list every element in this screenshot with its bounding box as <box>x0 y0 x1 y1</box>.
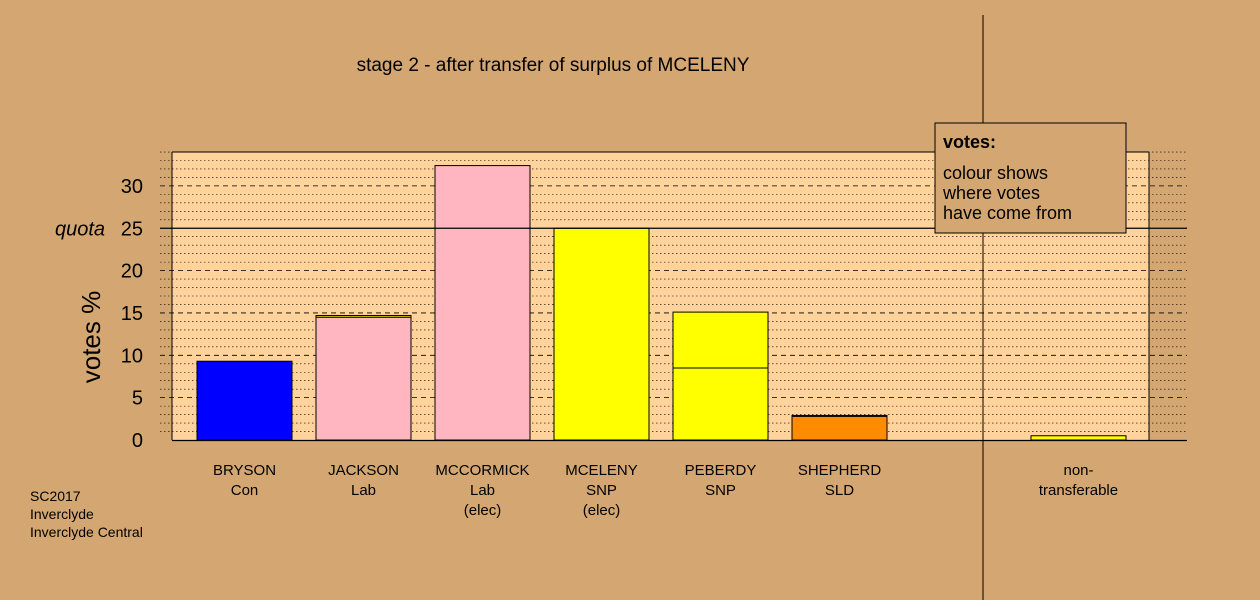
footer-council: Inverclyde <box>30 506 94 522</box>
bar-segment-peberdy <box>672 311 769 369</box>
x-label-mccormick: MCCORMICK <box>435 462 529 479</box>
bar-segment-mccormick <box>434 165 531 441</box>
legend-line-3: have come from <box>943 203 1072 223</box>
x-labels: BRYSON Con JACKSON Lab MCCORMICK Lab (elec) MCE… <box>213 462 1118 519</box>
footer-ward: Inverclyde Central <box>30 524 143 540</box>
x-label-nontransferable: non- <box>1063 462 1093 479</box>
x-label-peberdy: SNP <box>705 482 736 499</box>
bar-segment-mceleny <box>553 227 650 441</box>
x-label-bryson: BRYSON <box>213 462 276 479</box>
x-label-mccormick: Lab <box>470 482 495 499</box>
x-label-shepherd: SHEPHERD <box>798 462 882 479</box>
x-label-mceleny: SNP <box>586 482 617 499</box>
bar-segment-jackson <box>315 314 412 318</box>
y-tick-label: 20 <box>121 261 143 283</box>
x-label-mceleny: (elec) <box>583 502 621 519</box>
x-label-peberdy: PEBERDY <box>685 462 757 479</box>
legend: votes: colour shows where votes have com… <box>934 122 1127 234</box>
footer: SC2017 Inverclyde Inverclyde Central <box>30 487 143 541</box>
legend-title: votes: <box>943 132 996 152</box>
y-tick-label: 25 <box>121 218 143 240</box>
bar-segment-nontransferable <box>1030 435 1127 441</box>
footer-election: SC2017 <box>30 488 81 504</box>
legend-line-2: where votes <box>942 183 1040 203</box>
y-tick-label: 0 <box>132 430 143 452</box>
legend-box <box>934 122 1127 234</box>
bar-segment-peberdy <box>672 367 769 441</box>
bars <box>196 165 1127 441</box>
y-tick-label: 15 <box>121 303 143 325</box>
chart-title: stage 2 - after transfer of surplus of M… <box>357 55 750 76</box>
x-label-jackson: JACKSON <box>328 462 399 479</box>
bar-segment-shepherd <box>791 414 888 417</box>
y-tick-label: 30 <box>121 176 143 198</box>
x-label-nontransferable: transferable <box>1039 482 1118 499</box>
bar-segment-bryson <box>196 360 293 441</box>
x-label-mccormick: (elec) <box>464 502 502 519</box>
bar-segment-shepherd <box>791 415 888 441</box>
y-tick-label: 5 <box>132 388 143 410</box>
x-label-shepherd: SLD <box>825 482 854 499</box>
quota-label: quota <box>55 218 105 240</box>
bar-segment-jackson <box>315 316 412 441</box>
y-tick-label: 10 <box>121 345 143 367</box>
y-axis-label: votes % <box>76 291 106 384</box>
x-label-mceleny: MCELENY <box>565 462 638 479</box>
x-label-bryson: Con <box>231 482 259 499</box>
y-ticks: 0 5 10 15 20 25 30 <box>121 176 143 452</box>
legend-line-1: colour shows <box>943 163 1048 183</box>
x-label-jackson: Lab <box>351 482 376 499</box>
